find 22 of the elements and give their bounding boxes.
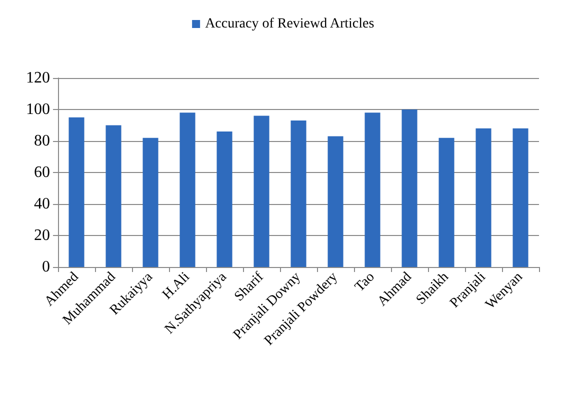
- bar: [68, 117, 84, 267]
- y-tick-label: 80: [34, 132, 50, 150]
- bar: [512, 128, 528, 267]
- bar: [106, 125, 122, 267]
- bar: [328, 136, 344, 267]
- y-tick-label: 40: [34, 196, 50, 212]
- bar: [180, 112, 196, 267]
- y-tick-label: 120: [26, 70, 50, 86]
- bar: [254, 116, 270, 267]
- bar: [216, 132, 232, 267]
- y-tick-label: 60: [34, 164, 50, 181]
- legend-label: Accuracy of Reviewd Articles: [205, 16, 374, 32]
- y-tick-label: 0: [42, 258, 50, 276]
- x-tick-label: Tao: [352, 270, 378, 295]
- bar: [142, 138, 158, 267]
- y-tick-label: 100: [26, 101, 50, 118]
- bar: [438, 138, 454, 267]
- bar: [290, 120, 306, 267]
- bar: [364, 112, 380, 267]
- bar: [402, 110, 418, 267]
- y-tick-label: 20: [34, 227, 50, 244]
- bar: [476, 128, 492, 267]
